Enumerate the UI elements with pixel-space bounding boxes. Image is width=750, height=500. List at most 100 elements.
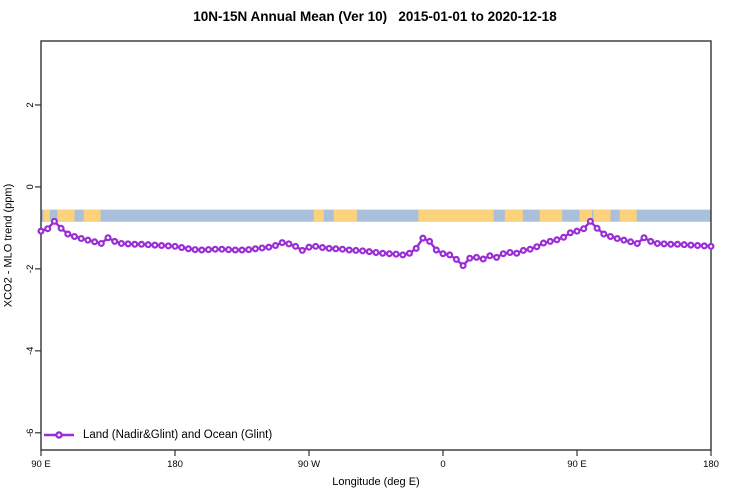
data-point <box>452 255 460 263</box>
data-point <box>332 245 340 253</box>
data-point <box>158 242 166 250</box>
data-point <box>298 246 306 254</box>
legend-marker-icon <box>44 431 74 439</box>
data-point <box>647 237 655 245</box>
data-point <box>399 251 407 259</box>
legend-label: Land (Nadir&Glint) and Ocean (Glint) <box>83 429 273 441</box>
data-point <box>37 227 45 235</box>
data-point <box>44 225 52 233</box>
legend: Land (Nadir&Glint) and Ocean (Glint) <box>42 426 272 444</box>
data-point <box>258 244 266 252</box>
data-point <box>365 248 373 256</box>
data-point <box>50 217 58 225</box>
land-segment <box>333 209 357 222</box>
data-point <box>245 246 253 254</box>
data-point <box>613 235 621 243</box>
data-point <box>171 242 179 250</box>
data-point <box>111 237 119 245</box>
data-point <box>278 239 286 247</box>
data-point <box>493 253 501 261</box>
data-point <box>251 245 259 253</box>
x-tick-label: 90 W <box>298 459 320 470</box>
data-point <box>184 245 192 253</box>
data-point <box>265 243 273 251</box>
data-point <box>70 232 78 240</box>
data-point <box>272 242 280 250</box>
land-segment <box>593 209 611 222</box>
data-point <box>519 246 527 254</box>
land-segment <box>619 209 637 222</box>
x-tick-label: 180 <box>167 459 183 470</box>
data-point <box>687 241 695 249</box>
data-point <box>600 230 608 238</box>
data-point <box>124 240 132 248</box>
data-point <box>513 249 521 257</box>
data-point <box>707 242 715 250</box>
data-point <box>372 248 380 256</box>
data-point <box>178 244 186 252</box>
data-point <box>138 240 146 248</box>
chart-title: 10N-15N Annual Mean (Ver 10) 2015-01-01 … <box>193 9 557 24</box>
data-point <box>211 245 219 253</box>
data-point <box>91 238 99 246</box>
x-axis-label: Longitude (deg E) <box>332 476 420 488</box>
data-point <box>580 225 588 233</box>
data-point <box>305 243 313 251</box>
data-point <box>627 238 635 246</box>
data-point <box>633 239 641 247</box>
data-point <box>533 243 541 251</box>
x-tick-label: 90 E <box>567 459 587 470</box>
data-point <box>667 240 675 248</box>
data-point <box>406 249 414 257</box>
data-point <box>506 248 514 256</box>
data-point <box>77 235 85 243</box>
data-point <box>359 247 367 255</box>
data-point <box>385 250 393 258</box>
data-point <box>312 242 320 250</box>
data-point <box>117 239 125 247</box>
data-point <box>97 239 105 247</box>
data-point <box>285 240 293 248</box>
data-point <box>606 232 614 240</box>
data-point <box>673 240 681 248</box>
data-point <box>680 241 688 249</box>
data-point <box>560 233 568 241</box>
data-point <box>205 246 213 254</box>
land-segment <box>83 209 101 222</box>
data-point <box>539 239 547 247</box>
data-point <box>64 230 72 238</box>
y-tick-label: 2 <box>25 102 36 107</box>
data-point <box>412 244 420 252</box>
data-point <box>546 237 554 245</box>
data-point <box>339 245 347 253</box>
data-point <box>446 251 454 259</box>
data-point <box>164 242 172 250</box>
data-point <box>84 236 92 244</box>
data-point <box>379 249 387 257</box>
data-point <box>191 246 199 254</box>
x-tick-label: 0 <box>440 459 445 470</box>
data-point <box>566 229 574 237</box>
data-point <box>345 246 353 254</box>
data-point <box>586 217 594 225</box>
data-point <box>426 237 434 245</box>
y-tick-label: -6 <box>25 429 36 437</box>
data-point <box>479 255 487 263</box>
data-point <box>640 234 648 242</box>
y-tick-label: -4 <box>25 347 36 355</box>
data-point <box>218 245 226 253</box>
data-point <box>459 262 467 270</box>
data-point <box>292 242 300 250</box>
data-point <box>694 242 702 250</box>
x-tick-label: 180 <box>703 459 719 470</box>
land-segment <box>504 209 523 222</box>
land-segment <box>57 209 75 222</box>
data-point <box>198 246 206 254</box>
data-point <box>553 236 561 244</box>
data-point <box>573 227 581 235</box>
land-segment <box>313 209 324 222</box>
data-point <box>499 250 507 258</box>
data-point <box>352 246 360 254</box>
y-tick-label: -2 <box>25 265 36 273</box>
